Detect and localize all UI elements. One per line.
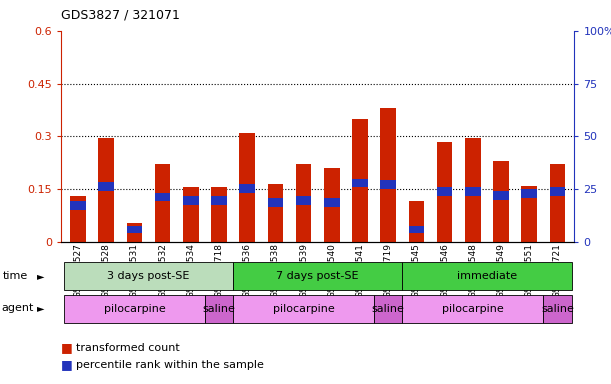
Text: ■: ■ [61, 358, 73, 371]
Bar [70, 196, 86, 242]
Bar [155, 193, 170, 202]
Bar [381, 180, 396, 189]
Bar [465, 138, 481, 242]
Bar [233, 295, 374, 323]
Bar [550, 164, 565, 242]
Text: saline: saline [541, 304, 574, 314]
Bar [240, 133, 255, 242]
Bar [70, 202, 86, 210]
Text: 7 days post-SE: 7 days post-SE [276, 271, 359, 281]
Text: pilocarpine: pilocarpine [103, 304, 166, 314]
Bar [211, 196, 227, 205]
Bar [205, 295, 233, 323]
Bar [374, 295, 402, 323]
Bar [98, 182, 114, 191]
Bar [437, 142, 452, 242]
Text: ►: ► [37, 303, 44, 313]
Bar [437, 187, 452, 196]
Bar [183, 196, 199, 205]
Bar [493, 191, 509, 200]
Bar [543, 295, 571, 323]
Bar [240, 184, 255, 193]
Text: pilocarpine: pilocarpine [442, 304, 503, 314]
Text: pilocarpine: pilocarpine [273, 304, 334, 314]
Bar [126, 226, 142, 233]
Text: transformed count: transformed count [76, 343, 180, 353]
Bar [64, 295, 205, 323]
Bar [155, 164, 170, 242]
Text: percentile rank within the sample: percentile rank within the sample [76, 360, 264, 370]
Bar [521, 189, 537, 198]
Bar [183, 187, 199, 242]
Bar [296, 164, 312, 242]
Bar [211, 187, 227, 242]
Text: immediate: immediate [457, 271, 517, 281]
Bar [324, 168, 340, 242]
Bar [296, 196, 312, 205]
Bar [233, 262, 402, 290]
Bar [402, 295, 543, 323]
Bar [324, 198, 340, 207]
Bar [409, 226, 424, 233]
Bar [353, 119, 368, 242]
Bar [521, 185, 537, 242]
Text: saline: saline [371, 304, 404, 314]
Bar [98, 138, 114, 242]
Bar [126, 223, 142, 242]
Bar [353, 179, 368, 187]
Bar [268, 198, 283, 207]
Bar [402, 262, 571, 290]
Bar [381, 108, 396, 242]
Bar [268, 184, 283, 242]
Bar [465, 187, 481, 196]
Text: agent: agent [1, 303, 34, 313]
Text: saline: saline [203, 304, 235, 314]
Text: ►: ► [37, 271, 44, 281]
Bar [64, 262, 233, 290]
Bar [550, 187, 565, 196]
Text: GDS3827 / 321071: GDS3827 / 321071 [61, 8, 180, 21]
Text: ■: ■ [61, 341, 73, 354]
Text: time: time [3, 271, 28, 281]
Bar [409, 202, 424, 242]
Bar [493, 161, 509, 242]
Text: 3 days post-SE: 3 days post-SE [108, 271, 189, 281]
